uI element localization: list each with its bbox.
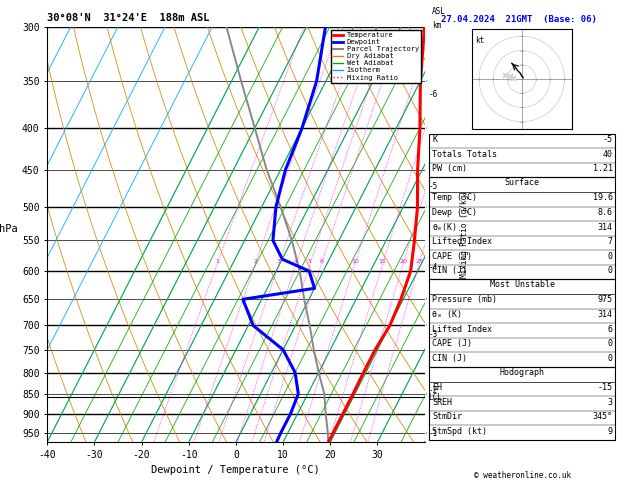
X-axis label: Dewpoint / Temperature (°C): Dewpoint / Temperature (°C) <box>152 466 320 475</box>
Text: -5: -5 <box>603 135 613 144</box>
Text: 30°08'N  31°24'E  188m ASL: 30°08'N 31°24'E 188m ASL <box>47 13 209 23</box>
Text: PW (cm): PW (cm) <box>432 164 467 174</box>
Text: StmDir: StmDir <box>432 412 462 421</box>
Text: © weatheronline.co.uk: © weatheronline.co.uk <box>474 471 571 480</box>
Text: StmSpd (kt): StmSpd (kt) <box>432 427 487 436</box>
Text: 314: 314 <box>598 310 613 319</box>
Text: -4: -4 <box>428 263 438 272</box>
Text: 0: 0 <box>608 354 613 363</box>
Text: 345°: 345° <box>593 412 613 421</box>
Text: 25: 25 <box>415 259 423 264</box>
Text: 1.21: 1.21 <box>593 164 613 174</box>
Text: 10: 10 <box>351 259 359 264</box>
Text: θₑ (K): θₑ (K) <box>432 310 462 319</box>
Legend: Temperature, Dewpoint, Parcel Trajectory, Dry Adiabat, Wet Adiabat, Isotherm, Mi: Temperature, Dewpoint, Parcel Trajectory… <box>331 30 421 83</box>
Text: Lifted Index: Lifted Index <box>432 237 492 246</box>
Text: 3: 3 <box>277 259 281 264</box>
Text: 19.6: 19.6 <box>593 193 613 203</box>
Text: -5: -5 <box>428 182 438 191</box>
Text: 20: 20 <box>399 259 407 264</box>
Text: 0: 0 <box>608 252 613 261</box>
Text: 0: 0 <box>608 339 613 348</box>
Text: Lifted Index: Lifted Index <box>432 325 492 334</box>
Text: 314: 314 <box>598 223 613 232</box>
Text: 0: 0 <box>608 266 613 276</box>
Text: CIN (J): CIN (J) <box>432 266 467 276</box>
Text: CAPE (J): CAPE (J) <box>432 252 472 261</box>
Text: Hodograph: Hodograph <box>499 368 545 377</box>
Text: 15: 15 <box>379 259 386 264</box>
Text: Pressure (mb): Pressure (mb) <box>432 295 497 305</box>
Y-axis label: hPa: hPa <box>0 225 18 235</box>
Text: Totals Totals: Totals Totals <box>432 150 497 159</box>
Text: 6: 6 <box>608 325 613 334</box>
Text: kt: kt <box>475 36 484 45</box>
Text: -15: -15 <box>598 383 613 392</box>
Text: ASL: ASL <box>431 7 445 16</box>
Text: 7: 7 <box>608 237 613 246</box>
Text: -3: -3 <box>428 330 438 339</box>
Text: 4: 4 <box>294 259 298 264</box>
Text: -6: -6 <box>428 90 438 100</box>
Text: km: km <box>431 21 441 30</box>
Text: 8.6: 8.6 <box>598 208 613 217</box>
Text: 3: 3 <box>608 398 613 407</box>
Text: 2: 2 <box>253 259 257 264</box>
Text: SREH: SREH <box>432 398 452 407</box>
Text: 1: 1 <box>215 259 219 264</box>
Text: EH: EH <box>432 383 442 392</box>
Text: 27.04.2024  21GMT  (Base: 06): 27.04.2024 21GMT (Base: 06) <box>441 15 597 24</box>
Text: LCL: LCL <box>428 393 442 402</box>
Text: CAPE (J): CAPE (J) <box>432 339 472 348</box>
Text: Mixing Ratio (g/kg): Mixing Ratio (g/kg) <box>460 191 469 278</box>
Text: Dewp (°C): Dewp (°C) <box>432 208 477 217</box>
Text: 9: 9 <box>608 427 613 436</box>
Text: -1: -1 <box>428 429 438 437</box>
Text: 6: 6 <box>320 259 323 264</box>
Text: K: K <box>432 135 437 144</box>
Text: -2: -2 <box>428 385 438 395</box>
Text: 5: 5 <box>308 259 312 264</box>
Text: 975: 975 <box>598 295 613 305</box>
Text: Most Unstable: Most Unstable <box>489 280 555 290</box>
Text: CIN (J): CIN (J) <box>432 354 467 363</box>
Text: θₑ(K): θₑ(K) <box>432 223 457 232</box>
Text: Surface: Surface <box>504 178 540 188</box>
Text: Temp (°C): Temp (°C) <box>432 193 477 203</box>
Text: 40: 40 <box>603 150 613 159</box>
